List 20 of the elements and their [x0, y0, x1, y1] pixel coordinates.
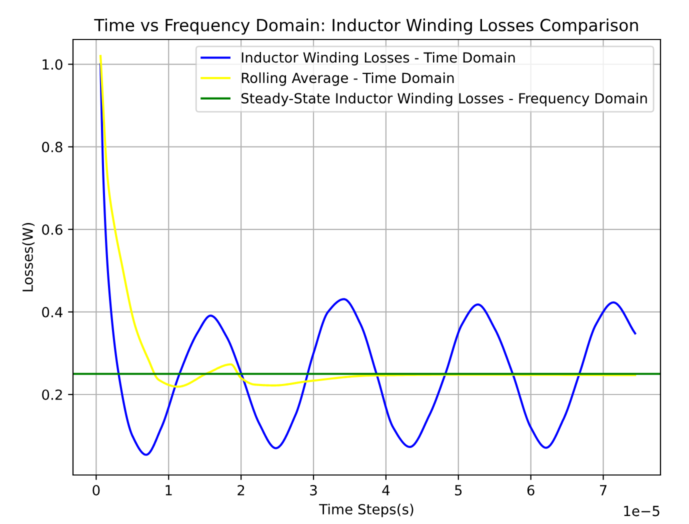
- y-axis-title: Losses(W): [22, 223, 35, 292]
- text: 1e−5: [624, 506, 660, 516]
- y-tick-label: 0.6: [42, 224, 62, 235]
- y-tick-label: 0.4: [42, 306, 62, 318]
- legend-label: Steady-State Inductor Winding Losses - Frequency Domain: [241, 92, 647, 106]
- x-tick-label: 7: [600, 485, 607, 496]
- y-tick-label: 1.0: [42, 59, 62, 70]
- y-tick-label: 0.2: [42, 389, 62, 400]
- x-tick-label: 1: [166, 485, 172, 496]
- x-tick-label: 5: [455, 485, 462, 496]
- chart-title: Time vs Frequency Domain: Inductor Winding Losses Comparison: [94, 18, 638, 35]
- x-tick-label: 6: [527, 484, 534, 496]
- x-tick-label: 4: [382, 485, 390, 496]
- y-tick-label: 0.8: [42, 142, 62, 152]
- x-tick-label: 0: [92, 484, 100, 496]
- legend-label: Inductor Winding Losses - Time Domain: [242, 52, 515, 66]
- x-axis-title: Time Steps(s): [319, 504, 414, 518]
- x-tick-label: 2: [238, 484, 244, 496]
- x-tick-label: 3: [310, 484, 317, 496]
- legend-label: Rolling Average - Time Domain: [242, 72, 454, 86]
